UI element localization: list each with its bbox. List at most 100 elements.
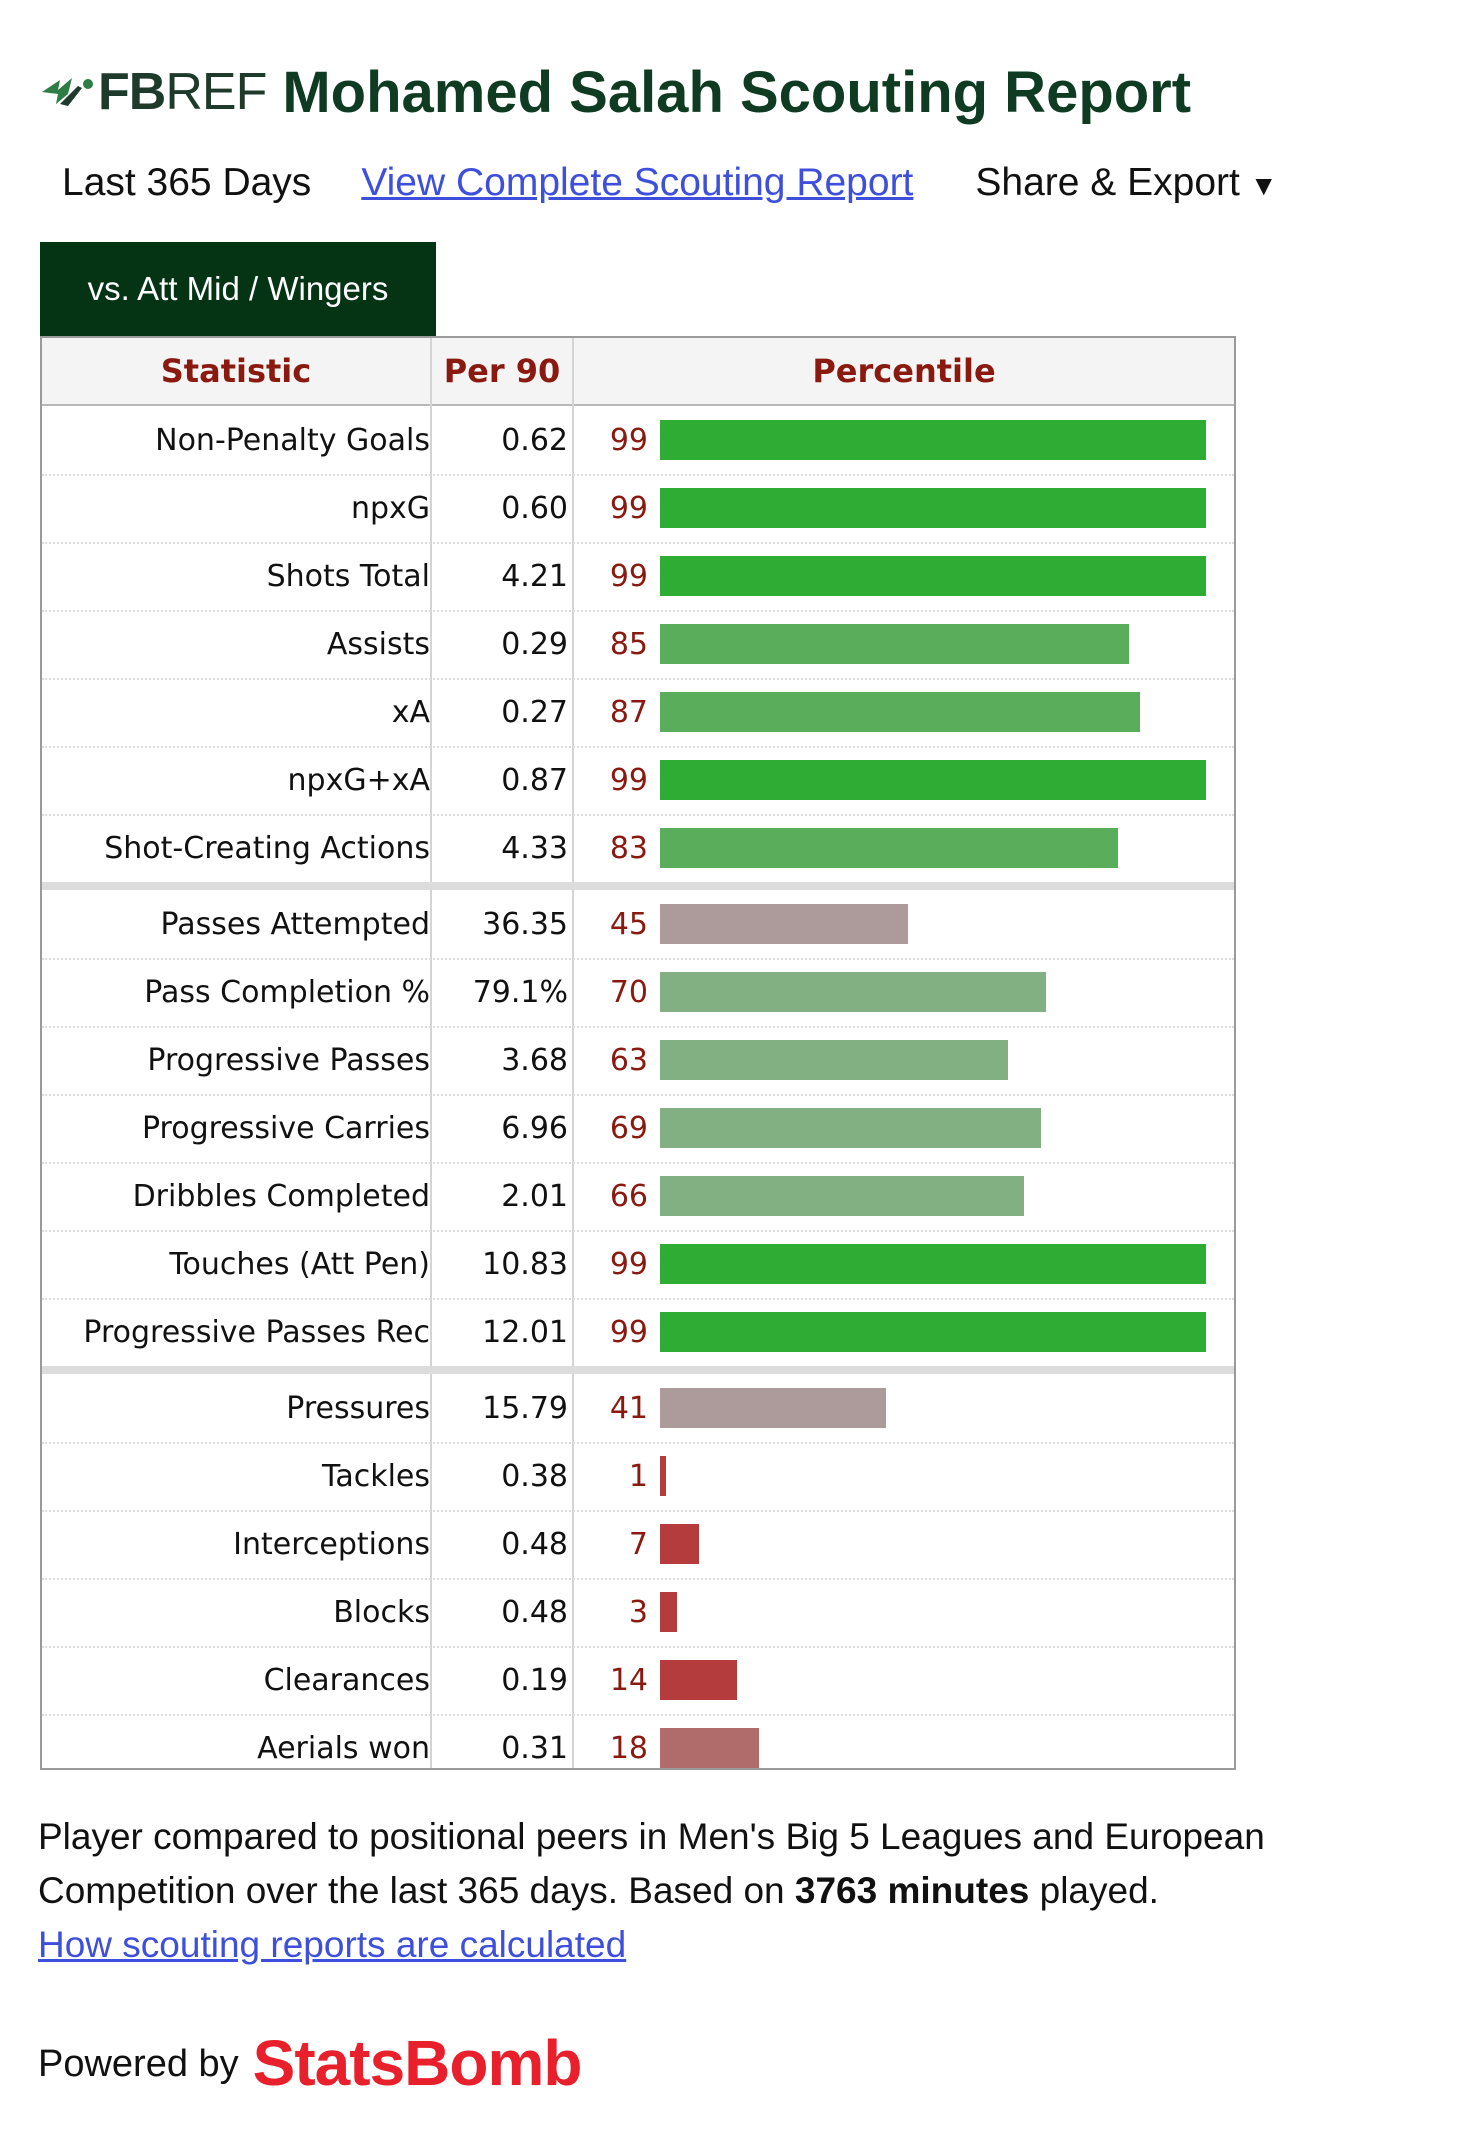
share-export-menu[interactable]: Share & Export ▼ [975,161,1277,205]
per90-value: 2.01 [501,1178,568,1214]
stat-label[interactable]: Dribbles Completed [132,1178,430,1214]
stat-label[interactable]: Shots Total [266,558,430,594]
percentile-bar [660,1108,1041,1148]
table-row: Dribbles Completed 2.01 66 [42,1162,1234,1232]
page-title: Mohamed Salah Scouting Report [282,59,1192,125]
stat-label[interactable]: xA [391,694,430,730]
column-header-percentile[interactable]: Percentile [812,352,996,390]
table-row: Shots Total 4.21 99 [42,542,1234,612]
stat-label[interactable]: Progressive Passes Rec [83,1314,430,1350]
table-row: Progressive Passes Rec 12.01 99 [42,1298,1234,1366]
stat-label[interactable]: Tackles [321,1458,430,1494]
complete-report-link[interactable]: View Complete Scouting Report [361,161,914,204]
per90-value: 36.35 [482,906,568,942]
report-header: FBREF Mohamed Salah Scouting Report [38,52,1191,132]
per90-value: 6.96 [501,1110,568,1146]
tab-att-mid-wingers[interactable]: vs. Att Mid / Wingers [40,242,436,336]
column-header-statistic[interactable]: Statistic [160,352,312,390]
per90-value: 4.21 [501,558,568,594]
per90-value: 3.68 [501,1042,568,1078]
percentile-label: 99 [609,558,648,594]
table-row: xA 0.27 87 [42,678,1234,748]
stat-label[interactable]: Progressive Passes [147,1042,430,1078]
table-row: Progressive Carries 6.96 69 [42,1094,1234,1164]
table-row: Non-Penalty Goals 0.62 99 [42,406,1234,476]
group-divider [42,882,1234,890]
footer-text-before: Player compared to positional peers in M… [38,1816,1265,1911]
logo-fb: FB [98,63,166,121]
percentile-bar [660,1176,1024,1216]
percentile-label: 1 [628,1458,648,1494]
column-divider [572,338,574,1768]
table-row: npxG+xA 0.87 99 [42,746,1234,816]
table-row: Touches (Att Pen) 10.83 99 [42,1230,1234,1300]
per90-value: 0.38 [501,1458,568,1494]
percentile-label: 14 [609,1662,648,1698]
table-row: Pressures 15.79 41 [42,1374,1234,1444]
percentile-label: 41 [609,1390,648,1426]
stat-label[interactable]: Non-Penalty Goals [155,422,430,458]
percentile-label: 70 [609,974,648,1010]
stat-label[interactable]: Passes Attempted [160,906,430,942]
stat-label[interactable]: Pass Completion % [144,974,430,1010]
stat-label[interactable]: Clearances [263,1662,430,1698]
percentile-bar [660,760,1206,800]
stat-label[interactable]: Shot-Creating Actions [104,830,430,866]
percentile-bar [660,1728,759,1768]
table-row: Tackles 0.38 1 [42,1442,1234,1512]
minutes-played: 3763 minutes [794,1870,1030,1911]
percentile-bar [660,1388,886,1428]
per90-value: 0.29 [501,626,568,662]
stat-label[interactable]: Blocks [333,1594,430,1630]
per90-value: 79.1% [472,974,568,1010]
per90-value: 0.27 [501,694,568,730]
per90-value: 4.33 [501,830,568,866]
percentile-label: 69 [609,1110,648,1146]
table-row: Shot-Creating Actions 4.33 83 [42,814,1234,882]
percentile-label: 99 [609,490,648,526]
stat-label[interactable]: Interceptions [233,1526,430,1562]
stat-label[interactable]: Progressive Carries [141,1110,430,1146]
percentile-bar [660,1592,677,1632]
percentile-bar [660,556,1206,596]
percentile-label: 7 [628,1526,648,1562]
fbref-leaf-icon [42,78,93,106]
powered-by-label: Powered by [38,2043,239,2085]
stat-label[interactable]: npxG+xA [287,762,430,798]
percentile-label: 18 [609,1730,648,1766]
stat-label[interactable]: Assists [326,626,430,662]
stat-label[interactable]: Touches (Att Pen) [169,1246,430,1282]
percentile-bar [660,1040,1008,1080]
how-calculated-link[interactable]: How scouting reports are calculated [38,1924,627,1965]
statsbomb-logo[interactable]: StatsBomb [252,2027,583,2099]
powered-by: Powered by StatsBomb [38,2010,583,2100]
percentile-label: 99 [609,1314,648,1350]
period-label: Last 365 Days [62,161,312,204]
percentile-bar [660,1244,1206,1284]
percentile-label: 83 [609,830,648,866]
stat-label[interactable]: Aerials won [257,1730,430,1766]
per90-value: 0.62 [501,422,568,458]
group-divider [42,1366,1234,1374]
percentile-bar [660,1312,1206,1352]
fbref-logo[interactable]: FBREF [38,62,267,122]
percentile-label: 99 [609,762,648,798]
fbref-wordmark: FBREF [98,62,267,122]
table-row: Interceptions 0.48 7 [42,1510,1234,1580]
column-header-per90[interactable]: Per 90 [443,352,561,390]
column-divider [430,338,432,1768]
per90-value: 0.48 [501,1594,568,1630]
table-row: Assists 0.29 85 [42,610,1234,680]
share-export-label: Share & Export [975,161,1240,204]
per90-value: 0.87 [501,762,568,798]
stat-label[interactable]: Pressures [286,1390,430,1426]
per90-value: 0.60 [501,490,568,526]
percentile-bar [660,1524,699,1564]
percentile-label: 66 [609,1178,648,1214]
table-header: Statistic Per 90 Percentile [42,338,1234,406]
percentile-bar [660,420,1206,460]
percentile-bar [660,828,1118,868]
stat-label[interactable]: npxG [350,490,430,526]
per90-value: 0.31 [501,1730,568,1766]
percentile-label: 99 [609,1246,648,1282]
